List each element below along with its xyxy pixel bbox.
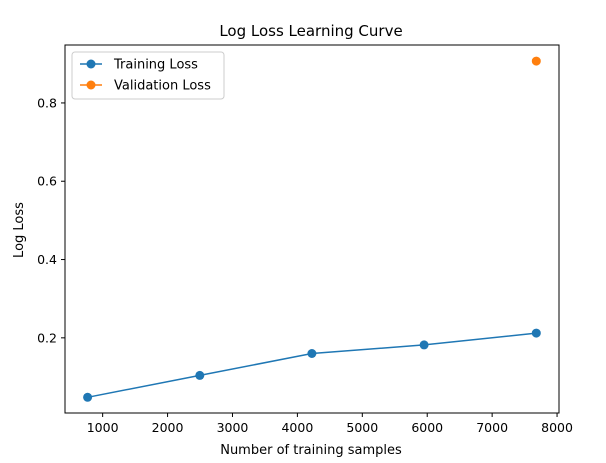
chart-title: Log Loss Learning Curve (219, 22, 402, 40)
x-tick-label: 6000 (411, 420, 443, 435)
y-tick-label: 0.6 (37, 174, 57, 189)
axes: 1000 2000 3000 4000 5000 6000 7000 8000 0.2 0.4 0.… (37, 44, 573, 435)
legend: Training Loss Validation Loss (71, 51, 225, 100)
x-axis-label: Number of training samples (220, 443, 402, 458)
x-tick-label: 3000 (217, 420, 249, 435)
x-tick-label: 5000 (346, 420, 378, 435)
x-tick-label: 2000 (152, 420, 184, 435)
legend-marker-training-loss (86, 59, 96, 69)
training-loss-point (419, 340, 429, 350)
x-tick-label: 4000 (281, 420, 313, 435)
legend-box (71, 51, 225, 100)
y-axis-label: Log Loss (12, 202, 27, 258)
y-tick-label: 0.2 (37, 330, 57, 345)
training-loss-point (531, 328, 541, 338)
x-tick-label: 1000 (87, 420, 119, 435)
legend-label-validation-loss: Validation Loss (114, 79, 211, 94)
y-tick-label: 0.8 (37, 95, 57, 110)
plot-area (83, 56, 541, 402)
training-loss-point (195, 370, 205, 380)
x-tick-label: 8000 (541, 420, 573, 435)
legend-label-training-loss: Training Loss (113, 58, 198, 73)
training-loss-point (83, 392, 93, 402)
axes-frame (64, 44, 560, 414)
y-tick-label: 0.4 (37, 252, 57, 267)
x-tick-label: 7000 (476, 420, 508, 435)
legend-marker-validation-loss (86, 80, 96, 90)
validation-loss-point (531, 56, 541, 66)
training-loss-point (307, 349, 317, 358)
